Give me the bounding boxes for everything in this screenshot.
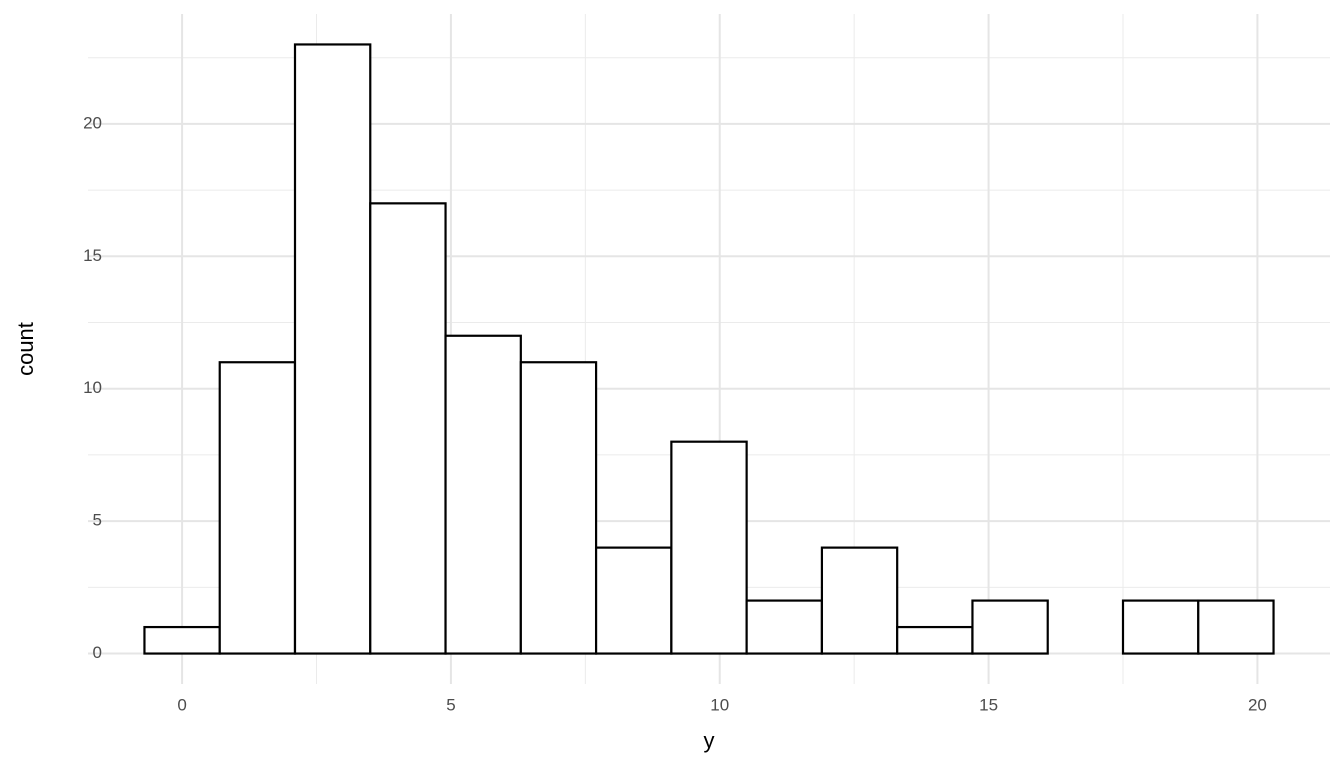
- x-tick-label: 20: [1248, 695, 1267, 714]
- bar: [896, 625, 974, 655]
- bar: [444, 334, 522, 655]
- x-tick-label: 0: [177, 695, 186, 714]
- bar: [369, 202, 447, 655]
- bar: [519, 361, 598, 655]
- bar: [218, 361, 297, 655]
- x-tick-label: 5: [446, 695, 455, 714]
- x-tick-label: 15: [979, 695, 998, 714]
- bar: [745, 599, 824, 655]
- y-axis-title: count: [13, 322, 38, 376]
- y-tick-label: 0: [93, 643, 102, 662]
- x-axis-title: y: [704, 728, 715, 753]
- y-tick-label: 20: [83, 113, 102, 132]
- bar: [820, 546, 899, 655]
- y-tick-label: 5: [93, 511, 102, 530]
- bar: [670, 440, 748, 655]
- bar: [594, 546, 673, 655]
- bar: [293, 43, 372, 655]
- bar: [1197, 599, 1275, 655]
- y-tick-label: 10: [83, 378, 102, 397]
- x-tick-label: 10: [710, 695, 729, 714]
- bar: [1121, 599, 1200, 655]
- bar: [143, 625, 221, 655]
- bar: [971, 599, 1049, 655]
- y-tick-label: 15: [83, 246, 102, 265]
